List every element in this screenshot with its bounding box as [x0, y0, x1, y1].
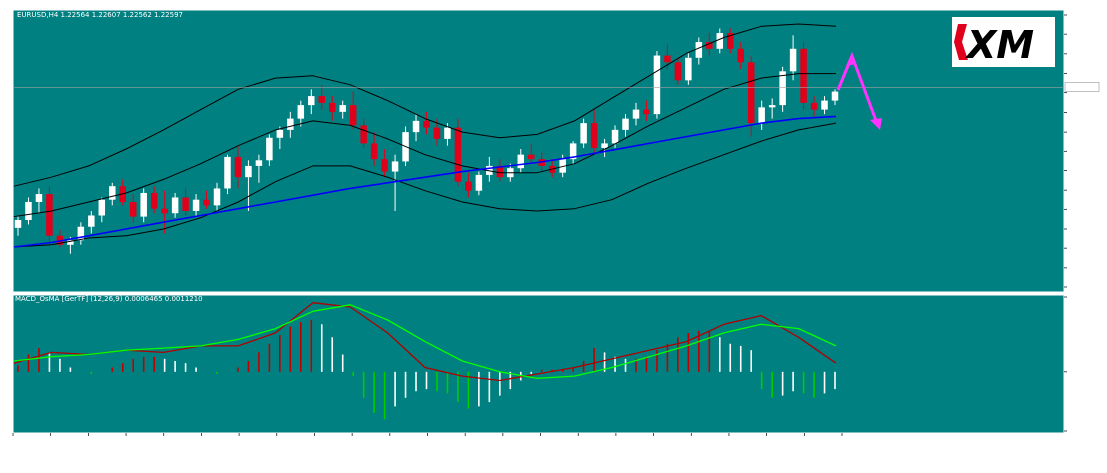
- candle-body: [129, 201, 137, 217]
- candle-body: [831, 91, 839, 101]
- candle-body: [308, 96, 315, 106]
- candle-body: [224, 156, 231, 189]
- candle-body: [161, 208, 168, 214]
- candle-body: [475, 174, 483, 191]
- candle-body: [370, 143, 378, 160]
- candle-body: [653, 55, 661, 115]
- candle-body: [727, 33, 734, 49]
- candle-body: [182, 197, 189, 211]
- xm-logo: XM: [952, 17, 1055, 67]
- candle-body: [716, 33, 724, 49]
- candle-body: [391, 161, 399, 172]
- current-price-badge: [1064, 82, 1100, 92]
- candle-body: [664, 55, 671, 63]
- candle-body: [622, 118, 629, 130]
- candle-body: [517, 154, 525, 169]
- candle-body: [559, 159, 566, 173]
- moving-average-line: [13, 115, 837, 248]
- xm-logo-mark: [954, 24, 968, 60]
- macd-histogram: [17, 319, 836, 420]
- bollinger-upper-line: [13, 23, 837, 187]
- candle-body: [213, 188, 221, 206]
- macd-pane-background: [13, 295, 1064, 433]
- candle-body: [381, 159, 388, 172]
- candle-body: [192, 199, 200, 211]
- candle-body: [674, 62, 682, 81]
- candle-body: [266, 137, 273, 161]
- candle-body: [412, 120, 420, 133]
- candle-body: [789, 48, 797, 72]
- candle-body: [339, 105, 346, 112]
- candle-body: [203, 199, 210, 206]
- candle-body: [276, 129, 284, 138]
- candle-body: [35, 194, 43, 202]
- macd-indicator-label: MACD_OsMA [GerTF] (12,26,9) 0.0006465 0.…: [15, 295, 203, 303]
- candle-body: [297, 105, 305, 119]
- candle-body: [328, 102, 336, 112]
- xm-logo-text: XM: [965, 23, 1034, 67]
- candle-body: [360, 125, 367, 144]
- candle-body: [77, 226, 85, 241]
- candle-body: [601, 143, 608, 148]
- candle-body: [758, 107, 765, 124]
- candle-body: [444, 127, 451, 139]
- candle-body: [25, 201, 32, 220]
- candle-body: [465, 181, 472, 191]
- candle-body: [171, 197, 179, 214]
- projection-arrow-icon: [836, 51, 882, 130]
- candle-body: [349, 105, 357, 126]
- macd-pane-frame: [12, 294, 1065, 434]
- candle-body: [706, 42, 713, 49]
- candle-body: [234, 156, 242, 178]
- bollinger-middle-line: [13, 73, 836, 218]
- candle-body: [632, 109, 640, 119]
- candle-body: [140, 192, 147, 217]
- candle-body: [747, 62, 755, 124]
- candle-body: [527, 154, 535, 160]
- candle-body: [150, 192, 158, 209]
- candle-body: [14, 219, 22, 228]
- candle-body: [569, 143, 577, 160]
- candle-body: [46, 194, 53, 236]
- candle-body: [454, 127, 462, 182]
- candle-body: [695, 42, 703, 58]
- bollinger-lower-line: [13, 122, 837, 248]
- candle-body: [779, 71, 786, 106]
- candle-body: [821, 100, 828, 110]
- candle-body: [768, 105, 776, 108]
- candle-body: [287, 118, 294, 130]
- price-pane[interactable]: [12, 9, 1065, 293]
- candle-body: [737, 48, 744, 63]
- projection-arrow-down-head: [870, 118, 882, 130]
- candle-body: [590, 123, 598, 148]
- candle-body: [433, 127, 441, 139]
- macd-pane[interactable]: [12, 294, 1065, 434]
- candle-body: [88, 215, 95, 227]
- candle-body: [245, 165, 252, 178]
- candle-body: [255, 160, 263, 166]
- candle-body: [318, 96, 326, 103]
- candle-body: [800, 48, 807, 103]
- candle-body: [685, 57, 692, 81]
- candle-body: [496, 165, 504, 178]
- macd-line: [13, 302, 837, 382]
- candle-body: [810, 102, 818, 110]
- projection-arrow-up-head: [846, 52, 856, 66]
- candle-body: [643, 109, 650, 115]
- candle-body: [423, 120, 430, 128]
- candle-body: [611, 129, 619, 144]
- signal-line: [13, 304, 837, 379]
- candle-body: [580, 123, 587, 144]
- candle-body: [109, 186, 116, 200]
- price-pane-background: [13, 10, 1064, 292]
- symbol-ohlc-label: EURUSD,H4 1.22564 1.22607 1.22562 1.2259…: [17, 11, 183, 19]
- candle-body: [67, 240, 74, 245]
- candles: [14, 28, 839, 254]
- candle-body: [98, 199, 106, 216]
